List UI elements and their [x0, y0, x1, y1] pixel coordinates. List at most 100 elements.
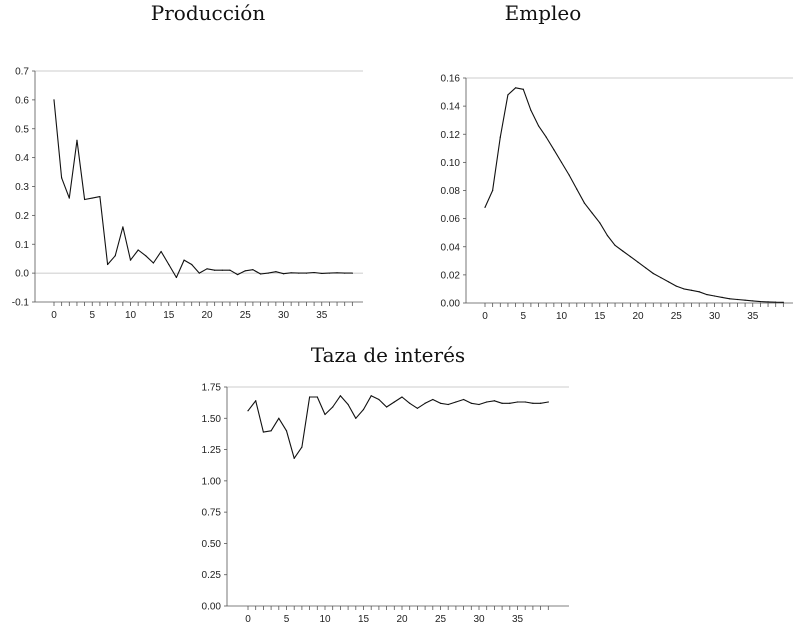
data-point: [545, 136, 547, 138]
y-tick-label: 0.12: [441, 130, 461, 141]
data-point: [275, 271, 277, 273]
data-point: [522, 88, 524, 90]
data-point: [729, 298, 731, 300]
data-point: [313, 271, 315, 274]
data-point: [285, 430, 288, 432]
data-point: [267, 272, 269, 274]
data-point: [61, 177, 63, 179]
data-point: [362, 408, 365, 411]
y-tick-label: 0.02: [441, 270, 461, 281]
y-tick-label: 0.25: [202, 570, 222, 581]
data-point: [91, 197, 93, 199]
data-point: [152, 262, 155, 264]
chart-empleo: Empleo 0.00 0.02 0.04 0.06 0.08 0.10 0.12 0.14 0.…: [441, 1, 793, 322]
data-point: [698, 291, 700, 293]
y-tick-label: -0.1: [12, 298, 30, 309]
data-point: [339, 395, 341, 397]
data-point: [309, 396, 311, 398]
data-point: [191, 263, 193, 266]
data-point: [416, 407, 418, 409]
data-point: [637, 261, 639, 263]
data-point: [114, 255, 116, 257]
data-point: [393, 401, 395, 403]
data-point: [252, 269, 254, 271]
data-point: [370, 395, 372, 397]
data-point: [782, 301, 784, 303]
data-point: [652, 272, 654, 275]
data-point: [355, 417, 357, 419]
data-point: [645, 267, 647, 269]
y-tick-label: 0.10: [441, 158, 461, 169]
data-point: [53, 99, 55, 101]
data-point: [175, 276, 177, 279]
data-point: [305, 272, 308, 274]
data-point: [537, 125, 540, 127]
data-point: [221, 269, 223, 271]
series-line-interes: [247, 395, 549, 459]
data-point: [324, 413, 326, 416]
data-point: [470, 402, 472, 404]
y-tick-label: 0.75: [202, 508, 222, 519]
data-point: [530, 109, 532, 111]
x-tick-label: 30: [709, 311, 721, 322]
x-tick-label: 5: [520, 311, 526, 322]
series-line-produccion: [53, 99, 353, 279]
data-point: [183, 259, 185, 261]
y-tick-label: 0.3: [15, 182, 29, 193]
data-point: [432, 398, 434, 401]
data-point: [553, 149, 555, 151]
data-point: [99, 196, 101, 198]
data-point: [736, 298, 739, 301]
data-point: [321, 272, 323, 275]
data-point: [262, 431, 264, 433]
data-point: [547, 401, 549, 403]
data-point: [591, 212, 593, 214]
data-point: [106, 263, 109, 266]
y-tick-label: 0.16: [441, 74, 461, 85]
x-tick-label: 10: [319, 614, 331, 625]
x-tick-label: 15: [358, 614, 370, 625]
y-tick-label: 1.25: [202, 445, 222, 456]
data-point: [336, 272, 338, 274]
data-point: [690, 289, 693, 291]
data-point: [137, 249, 139, 251]
data-point: [316, 396, 318, 398]
data-point: [298, 272, 300, 274]
data-point: [540, 402, 542, 404]
data-point: [84, 198, 86, 201]
data-point: [706, 293, 708, 296]
data-point: [767, 301, 769, 303]
y-tick-label: 0.14: [441, 102, 461, 113]
x-tick-label: 35: [512, 614, 524, 625]
y-tick-label: 0.50: [202, 539, 222, 550]
x-tick-label: 5: [284, 614, 290, 625]
data-point: [560, 161, 563, 163]
data-point: [247, 410, 249, 412]
data-point: [76, 139, 78, 141]
data-point: [198, 272, 200, 274]
data-point: [713, 295, 716, 297]
chart-title-produccion: Producción: [151, 1, 266, 25]
y-tick-label: 0.06: [441, 214, 461, 225]
data-point: [237, 273, 239, 276]
data-point: [775, 301, 777, 303]
x-tick-label: 20: [632, 311, 644, 322]
y-tick-label: 0.04: [441, 242, 461, 253]
y-tick-label: 0.6: [15, 95, 29, 106]
x-tick-label: 15: [594, 311, 606, 322]
data-point: [599, 222, 601, 224]
x-tick-label: 25: [240, 310, 252, 321]
x-tick-label: 20: [201, 310, 213, 321]
data-point: [683, 288, 685, 290]
x-tick-label: 30: [278, 310, 290, 321]
y-tick-label: 0.1: [15, 240, 29, 251]
data-point: [484, 206, 486, 208]
data-point: [478, 403, 480, 406]
x-tick-label: 10: [556, 311, 568, 322]
data-point: [744, 299, 746, 301]
data-point: [160, 250, 162, 253]
data-point: [122, 226, 124, 228]
y-tick-label: 0.00: [441, 299, 461, 310]
data-point: [270, 430, 272, 432]
data-point: [675, 285, 677, 287]
